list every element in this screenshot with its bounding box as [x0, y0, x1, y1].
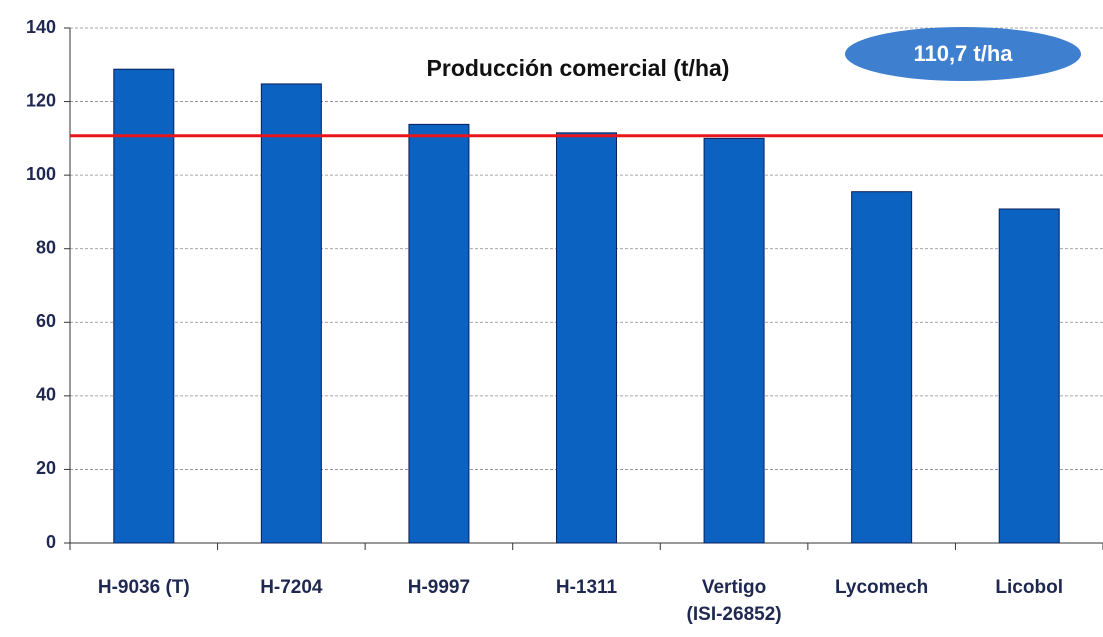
x-tick-label: Licobol [995, 577, 1063, 598]
bar [998, 208, 1060, 544]
y-tick-label: 100 [26, 164, 56, 184]
bar [260, 83, 322, 544]
bar [556, 132, 617, 544]
bar [703, 137, 765, 544]
x-tick-label: H-9036 (T) [98, 577, 190, 598]
x-tick-label: H-7204 [260, 577, 323, 598]
y-tick-label: 140 [26, 17, 56, 37]
y-tick-label: 0 [46, 532, 56, 552]
chart-title: Producción comercial (t/ha) [427, 55, 730, 81]
bar [408, 123, 470, 544]
bar [113, 68, 175, 544]
x-tick-label: H-1311 [556, 577, 618, 598]
bar [851, 191, 913, 544]
y-tick-label: 20 [36, 458, 56, 478]
y-tick-label: 80 [36, 237, 56, 257]
x-tick-label: H-9997 [408, 577, 470, 598]
x-tick-label: Vertigo (ISI-26852) [687, 577, 782, 625]
y-tick-label: 60 [36, 311, 56, 331]
y-tick-label: 40 [36, 385, 56, 405]
reference-label: 110,7 t/ha [913, 41, 1013, 66]
y-tick-label: 120 [26, 90, 56, 110]
reference-badge [845, 27, 1081, 81]
x-tick-label: Lycomech [835, 577, 928, 598]
